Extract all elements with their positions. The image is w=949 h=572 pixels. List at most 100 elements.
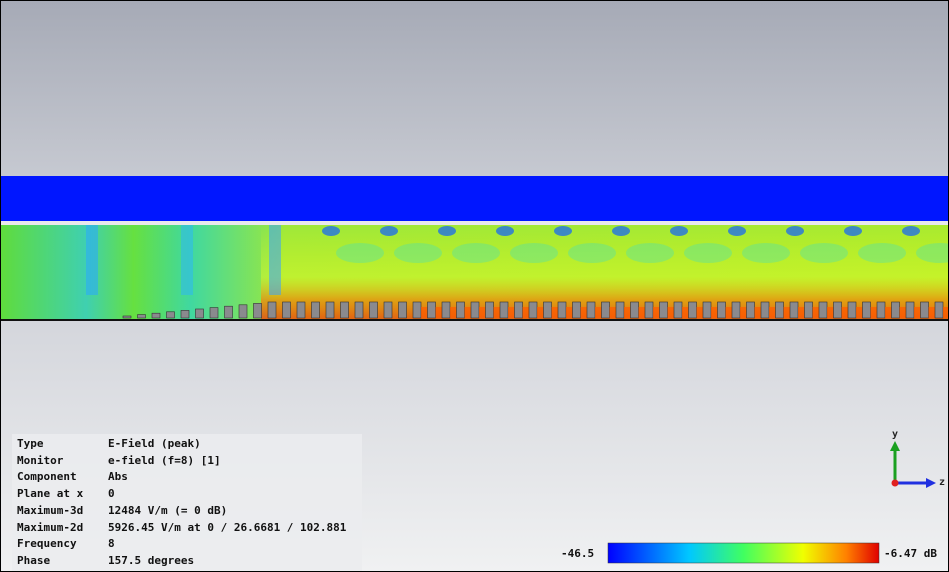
background-top — [1, 1, 948, 176]
grating-tooth — [558, 302, 566, 318]
grating-tooth — [805, 302, 813, 318]
grating-tooth — [573, 302, 581, 318]
grating-tooth — [370, 302, 378, 318]
grating-tooth — [935, 302, 943, 318]
colorbar — [608, 543, 879, 563]
grating-tooth — [239, 305, 247, 318]
grating-tooth — [254, 303, 262, 318]
field-node — [554, 226, 572, 236]
info-value: 12484 V/m (= 0 dB) — [108, 503, 227, 519]
grating-tooth — [486, 302, 494, 318]
grating-tooth — [587, 302, 595, 318]
grating-tooth — [326, 302, 334, 318]
grating-tooth — [152, 313, 160, 318]
cool-stripe — [86, 225, 98, 295]
grating-tooth — [500, 302, 508, 318]
hot-gap — [813, 307, 820, 318]
colorbar-min: -46.5 — [561, 547, 594, 560]
hot-gap — [537, 307, 544, 318]
grating-tooth — [718, 302, 726, 318]
separator — [1, 221, 948, 225]
field-node — [670, 226, 688, 236]
hot-gap — [943, 307, 948, 318]
hot-gap — [450, 307, 457, 318]
grating-tooth — [602, 302, 610, 318]
hot-gap — [755, 307, 762, 318]
colorbar-max: -6.47 dB — [884, 547, 937, 560]
info-label: Component — [17, 469, 77, 485]
field-lobe — [394, 243, 442, 263]
hot-gap — [624, 307, 631, 318]
grating-tooth — [689, 302, 697, 318]
hot-gap — [523, 307, 530, 318]
hot-gap — [885, 307, 892, 318]
hot-gap — [914, 307, 921, 318]
hot-gap — [595, 307, 602, 318]
grating-tooth — [529, 302, 537, 318]
hot-gap — [769, 307, 776, 318]
grating-tooth — [341, 302, 349, 318]
field-node — [786, 226, 804, 236]
info-value: 0 — [108, 486, 115, 502]
grating-tooth — [181, 310, 189, 318]
field-node — [844, 226, 862, 236]
grating-tooth — [268, 302, 276, 318]
hot-gap — [726, 307, 733, 318]
field-lobe — [568, 243, 616, 263]
grating-tooth — [834, 302, 842, 318]
hot-gap — [871, 307, 878, 318]
grating-tooth — [428, 302, 436, 318]
info-label: Plane at x — [17, 486, 83, 502]
grating-tooth — [442, 302, 450, 318]
field-node — [496, 226, 514, 236]
field-node — [322, 226, 340, 236]
info-label: Monitor — [17, 453, 63, 469]
blue-band — [1, 176, 948, 221]
grating-tooth — [544, 302, 552, 318]
grating-tooth — [138, 315, 146, 318]
hot-gap — [682, 307, 689, 318]
z-axis-label: z — [939, 477, 945, 488]
field-node — [728, 226, 746, 236]
boundary-line — [1, 319, 948, 321]
grating-tooth — [471, 302, 479, 318]
field-lobe — [858, 243, 906, 263]
grating-tooth — [312, 302, 320, 318]
hot-gap — [552, 307, 559, 318]
grating-tooth — [892, 302, 900, 318]
field-lobe — [336, 243, 384, 263]
hot-gap — [421, 307, 428, 318]
field-node — [902, 226, 920, 236]
grating-tooth — [616, 302, 624, 318]
field-lobe — [626, 243, 674, 263]
hot-gap — [465, 307, 472, 318]
field-node — [612, 226, 630, 236]
grating-tooth — [355, 302, 363, 318]
grating-tooth — [283, 302, 291, 318]
grating-tooth — [761, 302, 769, 318]
info-label: Maximum-2d — [17, 520, 83, 536]
grating-tooth — [790, 302, 798, 318]
grating-tooth — [196, 309, 204, 318]
grating-tooth — [906, 302, 914, 318]
info-label: Type — [17, 436, 44, 452]
grating-tooth — [732, 302, 740, 318]
grating-tooth — [225, 306, 233, 318]
info-value: 5926.45 V/m at 0 / 26.6681 / 102.881 — [108, 520, 346, 536]
grating-tooth — [645, 302, 653, 318]
field-node — [438, 226, 456, 236]
hot-gap — [842, 307, 849, 318]
hot-gap — [929, 307, 936, 318]
hot-gap — [784, 307, 791, 318]
grating-tooth — [457, 302, 465, 318]
field-lobe — [452, 243, 500, 263]
field-lobe — [684, 243, 732, 263]
grating-tooth — [863, 302, 871, 318]
grating-tooth — [297, 302, 305, 318]
info-value: Abs — [108, 469, 128, 485]
info-value: e-field (f=8) [1] — [108, 453, 221, 469]
info-label: Phase — [17, 553, 50, 569]
hot-gap — [798, 307, 805, 318]
hot-gap — [740, 307, 747, 318]
hot-gap — [436, 307, 443, 318]
